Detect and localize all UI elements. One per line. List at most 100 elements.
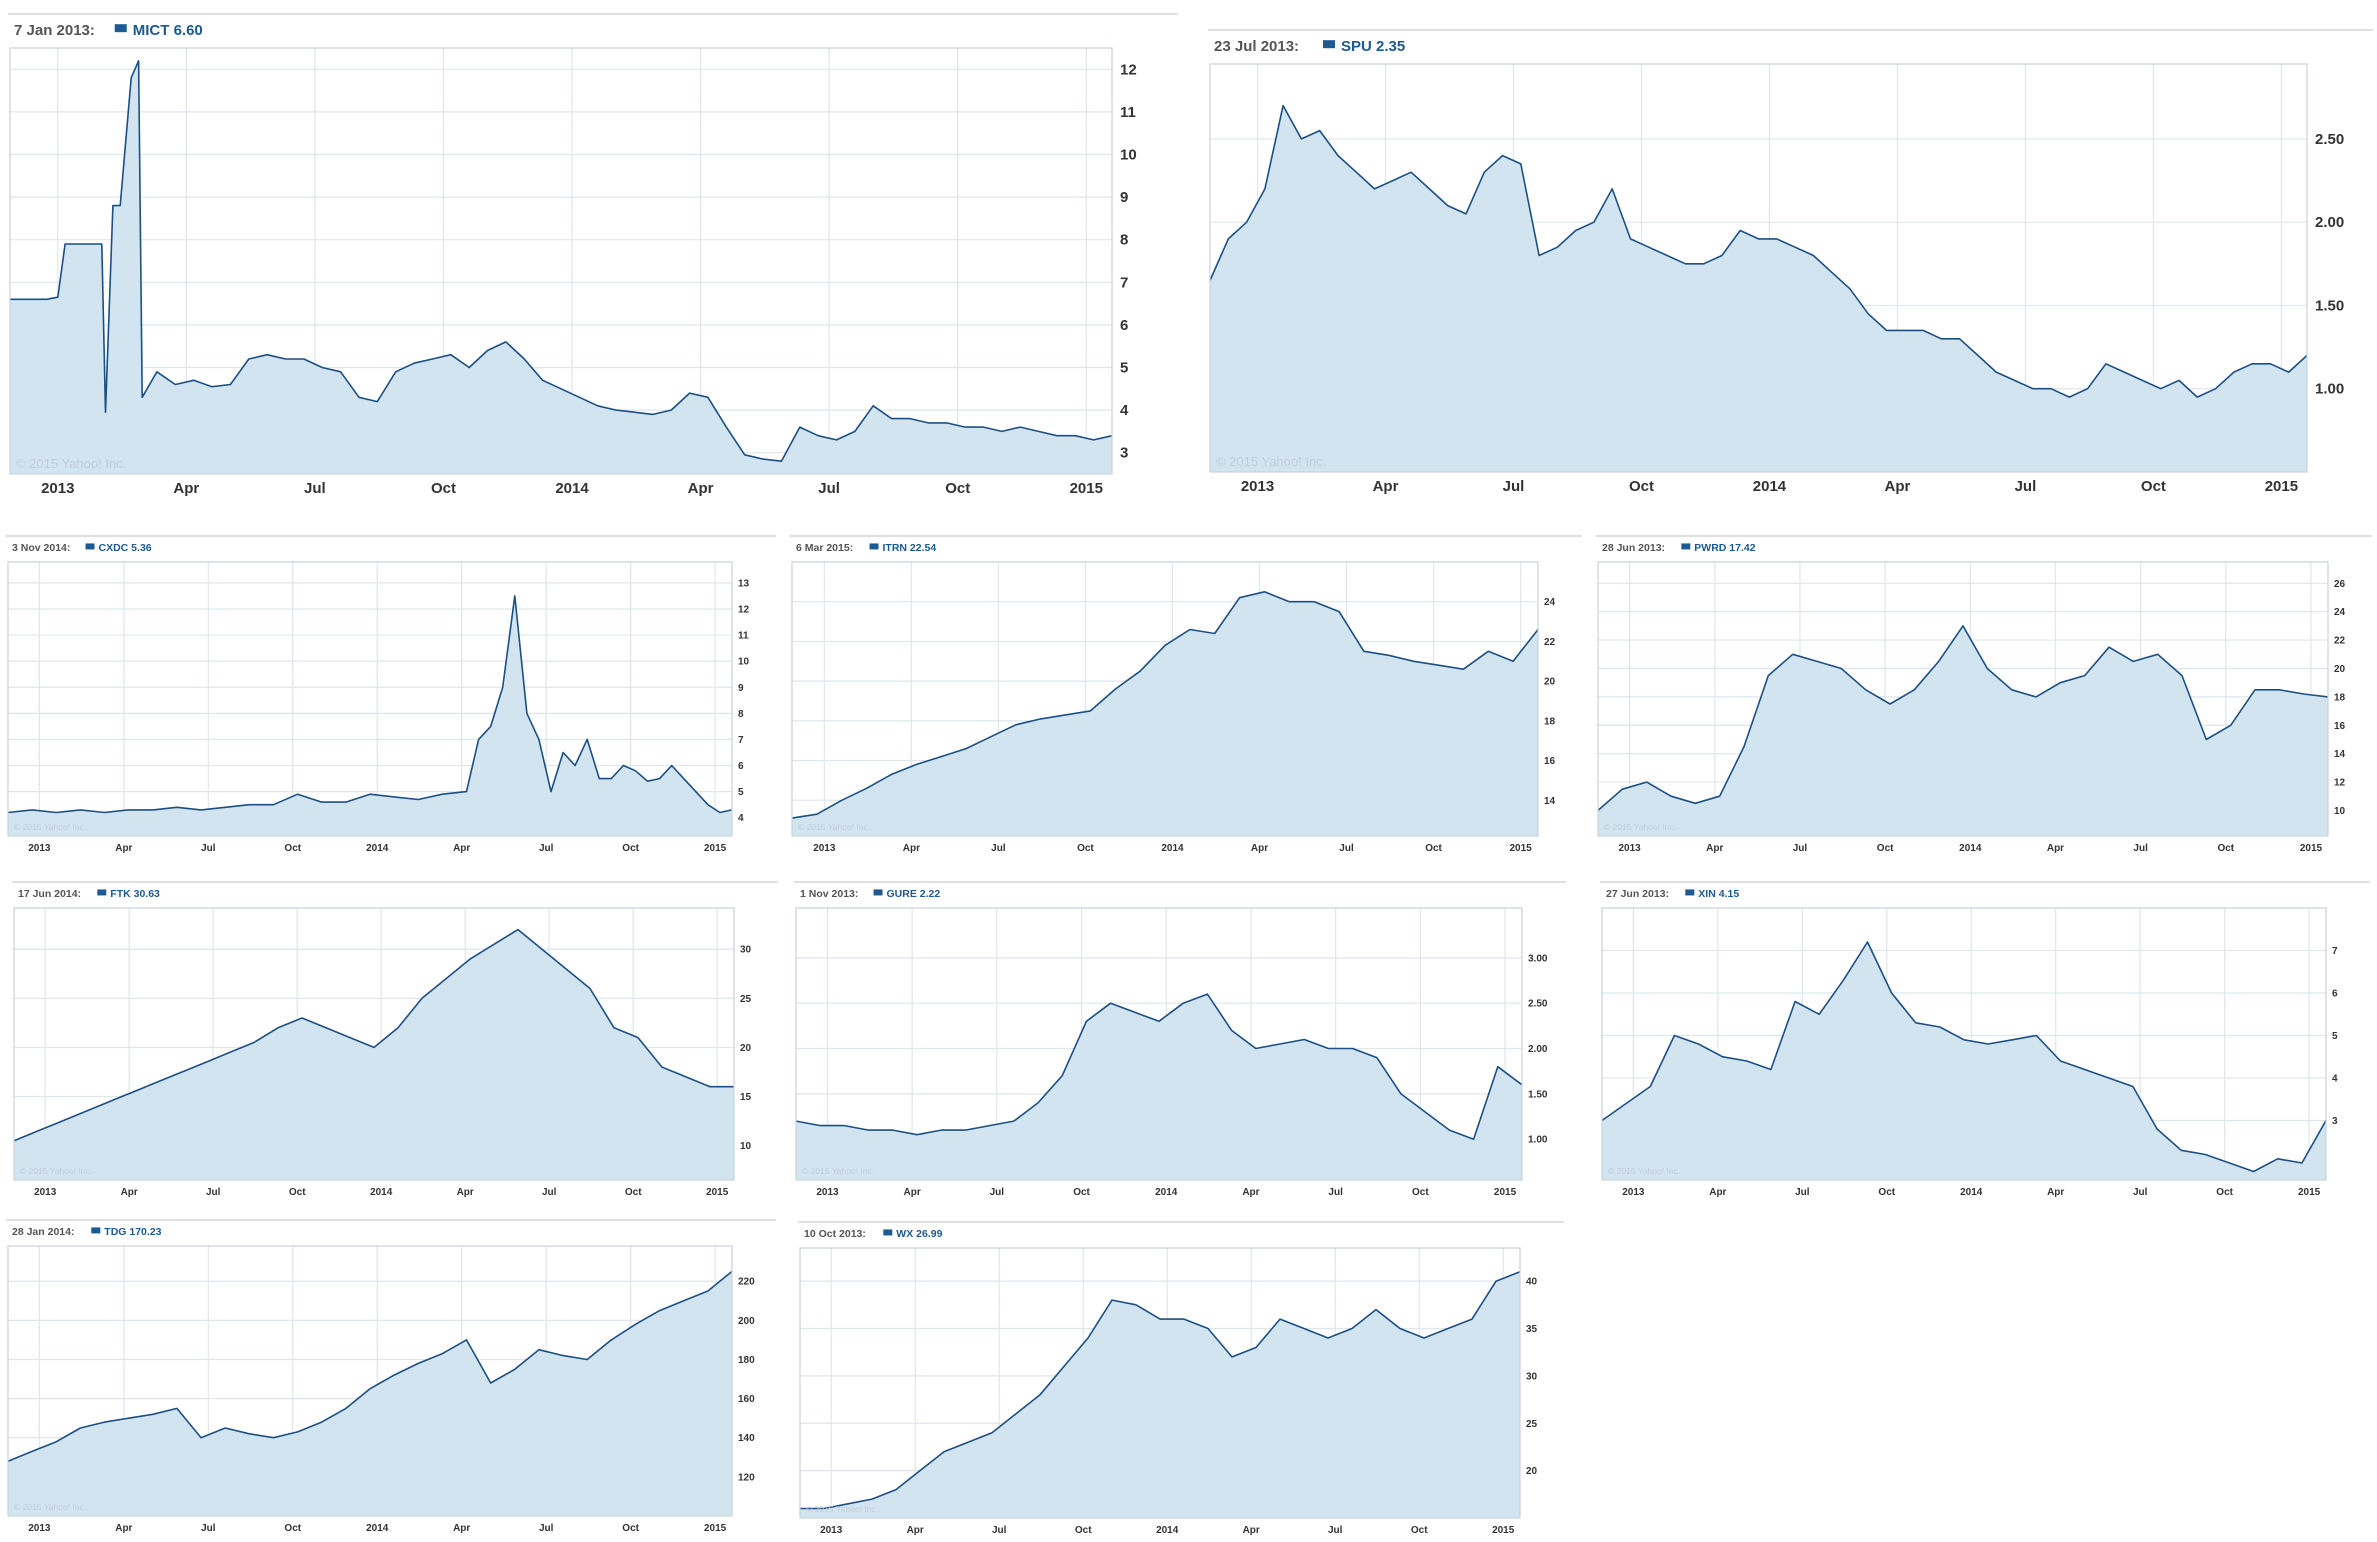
y-tick-label: 4: [2332, 1074, 2338, 1085]
legend-swatch: [869, 543, 879, 550]
series-line-tdg[interactable]: [7, 1270, 733, 1462]
x-tick-label: 2015: [704, 843, 727, 854]
x-tick-label: Jul: [1328, 1525, 1343, 1536]
series-area-tdg: [8, 1271, 732, 1516]
x-tick-label: 2015: [2298, 1187, 2321, 1198]
y-tick-label: 12: [1120, 61, 1137, 78]
y-tick-label: 8: [738, 709, 744, 720]
x-tick-label: 2013: [1622, 1187, 1645, 1198]
series-area-pwrd: [1598, 625, 2328, 836]
x-tick-label: 2014: [1155, 1187, 1178, 1198]
series-line-mict[interactable]: [10, 60, 1113, 462]
y-tick-label: 8: [1120, 232, 1128, 249]
x-tick-label: Apr: [1251, 843, 1268, 854]
x-tick-label: 2015: [1509, 843, 1532, 854]
legend-swatch: [97, 889, 107, 896]
legend-series-value: MICT 6.60: [133, 22, 203, 39]
series-line-spu[interactable]: [1209, 104, 2308, 398]
x-tick-label: Apr: [2047, 843, 2064, 854]
legend-swatch: [85, 543, 95, 550]
series-line-cxdc[interactable]: [7, 595, 733, 814]
x-tick-label: Apr: [904, 1187, 921, 1198]
series-area-gure: [796, 994, 1522, 1180]
chart-svg: 1 Nov 2013: GURE 2.22 2013 Apr Jul Oct 2014 Apr…: [794, 881, 1566, 1198]
x-tick-label: Oct: [622, 843, 639, 854]
x-tick-label: Jul: [542, 1187, 557, 1198]
y-tick-label: 11: [1120, 104, 1136, 121]
legend-series-value: FTK 30.63: [110, 888, 160, 900]
x-tick-label: 2015: [704, 1523, 727, 1534]
header-date: 3 Nov 2014:: [12, 542, 70, 554]
x-tick-label: 2013: [1241, 478, 1274, 495]
series-line-wx[interactable]: [800, 1270, 1521, 1510]
y-tick-label: 160: [738, 1394, 755, 1405]
x-tick-label: 2014: [366, 1523, 389, 1534]
series-line-gure[interactable]: [795, 993, 1523, 1140]
legend-swatch: [1681, 543, 1691, 550]
series-line-pwrd[interactable]: [1597, 625, 2329, 812]
plot-frame: [7, 561, 733, 837]
series-area-spu: [1210, 105, 2307, 472]
y-tick-label: 10: [740, 1141, 752, 1152]
chart-svg: 10 Oct 2013: WX 26.99 2013 Apr Jul Oct 2014 Apr…: [798, 1221, 1564, 1536]
chart-svg: 7 Jan 2013: MICT 6.60 2013 Apr Jul Oct 2014 Apr…: [8, 13, 1178, 497]
legend-swatch: [873, 889, 883, 896]
x-tick-label: Jul: [1793, 843, 1808, 854]
y-tick-label: 7: [2332, 946, 2338, 957]
x-tick-label: Jul: [201, 1523, 216, 1534]
y-tick-label: 9: [738, 683, 744, 694]
x-tick-label: Apr: [907, 1525, 924, 1536]
y-tick-label: 14: [2334, 749, 2346, 760]
x-tick-label: Jul: [539, 843, 554, 854]
x-tick-label: Oct: [945, 480, 970, 497]
x-tick-label: 2015: [2265, 478, 2298, 495]
x-tick-label: Apr: [903, 843, 920, 854]
series-line-itrn[interactable]: [791, 591, 1539, 819]
chart-svg: 17 Jun 2014: FTK 30.63 2013 Apr Jul Oct 2014 Ap…: [12, 881, 778, 1198]
series-area-ftk: [14, 929, 734, 1180]
series-area-itrn: [792, 591, 1538, 836]
x-tick-label: 2014: [555, 480, 589, 497]
x-tick-label: Oct: [625, 1187, 642, 1198]
y-tick-label: 3.00: [1528, 953, 1548, 964]
y-tick-label: 3: [2332, 1116, 2338, 1127]
copyright-text: © 2015 Yahoo! Inc.: [16, 456, 126, 471]
chart-svg: 23 Jul 2013: SPU 2.35 2013 Apr Jul Oct 2014 Apr…: [1208, 29, 2373, 495]
copyright-text: © 2015 Yahoo! Inc.: [20, 1166, 92, 1176]
y-tick-label: 2.50: [2315, 131, 2344, 148]
x-tick-label: Apr: [453, 1523, 470, 1534]
y-tick-label: 140: [738, 1433, 755, 1444]
legend-series-value: WX 26.99: [896, 1228, 942, 1240]
y-tick-label: 5: [738, 787, 744, 798]
x-tick-label: 2015: [706, 1187, 729, 1198]
x-tick-label: Jul: [2133, 843, 2148, 854]
x-tick-label: 2013: [820, 1525, 843, 1536]
y-tick-label: 1.50: [2315, 297, 2344, 314]
x-tick-label: Apr: [1243, 1525, 1260, 1536]
x-tick-label: Jul: [1339, 843, 1354, 854]
x-tick-label: Jul: [1328, 1187, 1343, 1198]
x-tick-label: Oct: [622, 1523, 639, 1534]
y-tick-label: 3: [1120, 445, 1128, 462]
legend-swatch: [1685, 889, 1695, 896]
x-tick-label: 2013: [1619, 843, 1642, 854]
copyright-text: © 2015 Yahoo! Inc.: [14, 1502, 86, 1512]
header-date: 28 Jan 2014:: [12, 1226, 74, 1238]
chart-panel-itrn: 6 Mar 2015: ITRN 22.54 2013 Apr Jul Oct 2014 Ap…: [790, 535, 1582, 856]
legend-series-value: GURE 2.22: [887, 888, 941, 900]
plot-frame: [795, 907, 1523, 1181]
x-tick-label: Jul: [201, 843, 216, 854]
x-tick-label: Oct: [2141, 478, 2166, 495]
y-tick-label: 40: [1526, 1277, 1538, 1288]
x-tick-label: Jul: [539, 1523, 554, 1534]
y-tick-label: 18: [2334, 692, 2346, 703]
x-tick-label: Oct: [2217, 843, 2234, 854]
chart-svg: 28 Jan 2014: TDG 170.23 2013 Apr Jul Oct 2014 A…: [6, 1219, 776, 1534]
y-tick-label: 1.00: [1528, 1135, 1548, 1146]
x-tick-label: Oct: [1412, 1187, 1429, 1198]
series-area-cxdc: [8, 595, 732, 836]
series-line-ftk[interactable]: [13, 928, 734, 1142]
y-tick-label: 5: [2332, 1031, 2338, 1042]
series-line-xin[interactable]: [1601, 941, 2327, 1173]
